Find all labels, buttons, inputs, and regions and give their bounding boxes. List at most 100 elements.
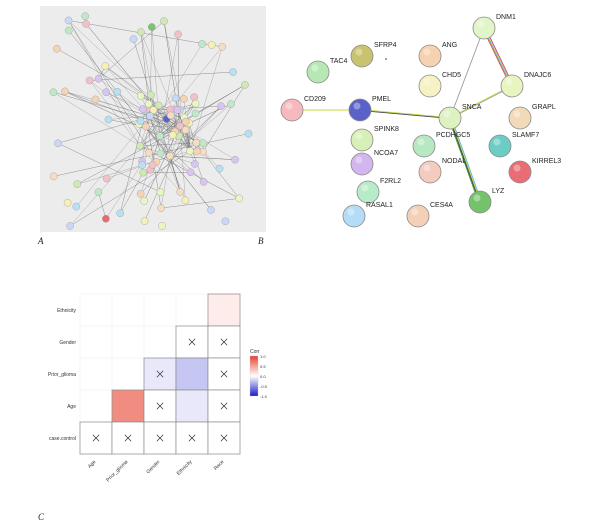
heatmap-cell-casecontrol-ethnicity	[175, 421, 209, 455]
network-b-node-circle	[468, 190, 492, 214]
network-b-node-circle	[418, 74, 442, 98]
network-a-node	[146, 112, 154, 120]
network-a-edge	[133, 39, 181, 192]
heatmap-column-label: Age	[87, 459, 98, 470]
network-a-edge	[139, 115, 151, 147]
network-a-node	[181, 126, 190, 134]
network-b-node-kirrel3: KIRREL3	[508, 158, 561, 184]
heatmap-column-label: Race	[213, 459, 226, 472]
network-a-edge	[169, 103, 232, 157]
network-b-node-label: DNM1	[496, 14, 516, 21]
network-b-edge-pmel-snca	[359, 109, 451, 118]
heatmap-cell-gender-ethnicity	[175, 325, 209, 359]
heatmap-row-label: Prior_glioma	[48, 372, 76, 378]
network-b-node-circle	[508, 160, 532, 184]
network-a-edge	[145, 125, 181, 127]
network-a-node	[53, 44, 61, 53]
network-b-node-highlight	[423, 164, 431, 172]
network-b-node-highlight	[473, 194, 481, 202]
heatmap-cell-age-gender	[143, 389, 177, 423]
network-b-node-highlight	[513, 164, 521, 172]
network-b-node-label: CES4A	[430, 202, 453, 209]
network-a-node	[217, 102, 225, 110]
network-a-edge	[69, 145, 141, 227]
network-a-edge	[89, 80, 141, 147]
network-panel-a	[40, 6, 266, 232]
network-a-node	[139, 168, 147, 177]
heatmap-row-label: case.control	[49, 436, 76, 442]
network-a-node	[227, 100, 235, 108]
network-a-node	[207, 206, 215, 214]
network-a-edge	[159, 103, 196, 137]
heatmap-cross-mark	[220, 434, 228, 442]
network-a-node	[181, 196, 190, 205]
network-b-edge-dnajc6-snca	[450, 86, 513, 119]
network-a-node	[168, 131, 177, 139]
network-a-node	[101, 62, 110, 70]
network-a-node	[102, 174, 111, 183]
network-a-node	[94, 188, 103, 196]
network-b-edges	[292, 27, 514, 203]
heatmap-row-label: Gender	[59, 340, 76, 346]
heatmap-cell-rect	[175, 389, 209, 423]
network-a-node	[49, 172, 58, 181]
network-b-nodes: DNM1 SFRP4 TAC4 ANG DNAJC6 CHD5 CD209 PMEL GRAPL…	[280, 14, 561, 228]
network-b-node-chd5: CHD5	[418, 72, 461, 98]
network-a-node	[241, 81, 249, 89]
network-a-node	[218, 43, 227, 51]
heatmap-cell-age-race	[207, 389, 241, 423]
network-a-node	[102, 88, 110, 96]
network-b-node-highlight	[443, 110, 451, 118]
network-b-node-label: CHD5	[442, 72, 461, 79]
panel-label-a: A	[38, 236, 44, 246]
network-b-node-highlight	[423, 48, 431, 56]
network-b-node-highlight	[355, 48, 363, 56]
network-a-node	[72, 202, 81, 211]
network-b-node-circle	[356, 180, 380, 204]
network-panel-b: DNM1 SFRP4 TAC4 ANG DNAJC6 CHD5 CD209 PMEL GRAPL…	[280, 14, 561, 228]
network-b-node-highlight	[477, 20, 485, 28]
network-a-node	[199, 139, 208, 148]
network-b-node-circle	[418, 160, 442, 184]
network-b-node-highlight	[353, 102, 361, 110]
network-b-node-label: RASAL1	[366, 202, 393, 209]
network-b-node-highlight	[355, 132, 363, 140]
network-b-node-highlight	[493, 138, 501, 146]
network-a-node	[156, 132, 164, 140]
network-a-node	[191, 160, 199, 168]
network-b-node-label: SNCA	[462, 104, 482, 111]
network-b-node-label: CD209	[304, 96, 326, 103]
network-a-node	[166, 152, 174, 160]
network-a-node	[207, 41, 216, 49]
network-b-node-highlight	[361, 184, 369, 192]
network-a-node	[136, 117, 145, 125]
heatmap-cross-mark	[156, 370, 164, 378]
network-a-node	[158, 222, 166, 230]
heatmap-column-labels: Age Prior_glioma Gender Ethnicity Race	[87, 459, 226, 483]
network-a-node	[136, 189, 145, 198]
network-a-edge	[68, 20, 141, 147]
network-b-node-snca: SNCA	[438, 104, 482, 130]
network-b-node-circle	[342, 204, 366, 228]
heatmap-row-label: Ethnicity	[57, 308, 76, 314]
network-a-node	[64, 26, 73, 35]
heatmap-column-label: Ethnicity	[176, 459, 194, 477]
heatmap-cross-mark	[124, 434, 132, 442]
network-a-node	[235, 194, 244, 203]
panel-label-c: C	[38, 512, 45, 522]
network-a-edge	[177, 109, 204, 182]
network-a-node	[137, 28, 145, 36]
network-b-node-grapl: GRAPL	[508, 104, 556, 130]
network-b-node-dnajc6: DNAJC6	[500, 72, 551, 98]
network-a-node	[191, 109, 200, 118]
network-b-node-circle	[438, 106, 462, 130]
network-a-node	[173, 106, 182, 114]
network-b-node-circle	[412, 134, 436, 158]
network-b-node-spink8: SPINK8	[350, 126, 399, 152]
network-a-node	[215, 164, 224, 173]
heatmap-cell-casecontrol-race	[207, 421, 241, 455]
network-a-edge	[189, 123, 198, 152]
network-a-edge	[53, 92, 141, 147]
heatmap-cross-mark	[156, 434, 164, 442]
